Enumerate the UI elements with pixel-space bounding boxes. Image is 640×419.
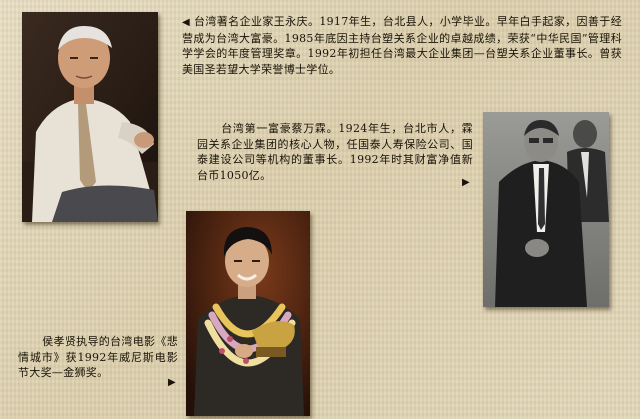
caption-wang-text: 台湾著名企业家王永庆。1917年生，台北县人，小学毕业。早年白手起家，因善于经营… (182, 15, 623, 76)
photo-hou-hsiao-hsien (186, 211, 310, 416)
photo-wang-yongqing (22, 12, 158, 222)
portrait-illustration-hou (186, 211, 310, 416)
caption-hou-text: 侯孝贤执导的台湾电影《悲情城市》获1992年威尼斯电影节大奖—金狮奖。 (18, 335, 178, 379)
caption-pointer-right-icon: ▶ (462, 177, 470, 188)
caption-pointer-right-icon: ▶ (168, 377, 176, 388)
caption-tsai-wanlin: 台湾第一富豪蔡万霖。1924年生，台北市人，霖园关系企业集团的核心人物，任国泰人… (197, 121, 473, 183)
caption-tsai-text: 台湾第一富豪蔡万霖。1924年生，台北市人，霖园关系企业集团的核心人物，任国泰人… (197, 122, 473, 182)
portrait-illustration-wang (22, 12, 158, 222)
photo-tsai-wanlin (483, 112, 609, 307)
caption-pointer-left-icon: ◀ (182, 17, 191, 28)
caption-hou-hsiao-hsien: 侯孝贤执导的台湾电影《悲情城市》获1992年威尼斯电影节大奖—金狮奖。 (18, 334, 178, 381)
caption-wang-yongqing: ◀ 台湾著名企业家王永庆。1917年生，台北县人，小学毕业。早年白手起家，因善于… (182, 14, 622, 77)
portrait-illustration-tsai (483, 112, 609, 307)
